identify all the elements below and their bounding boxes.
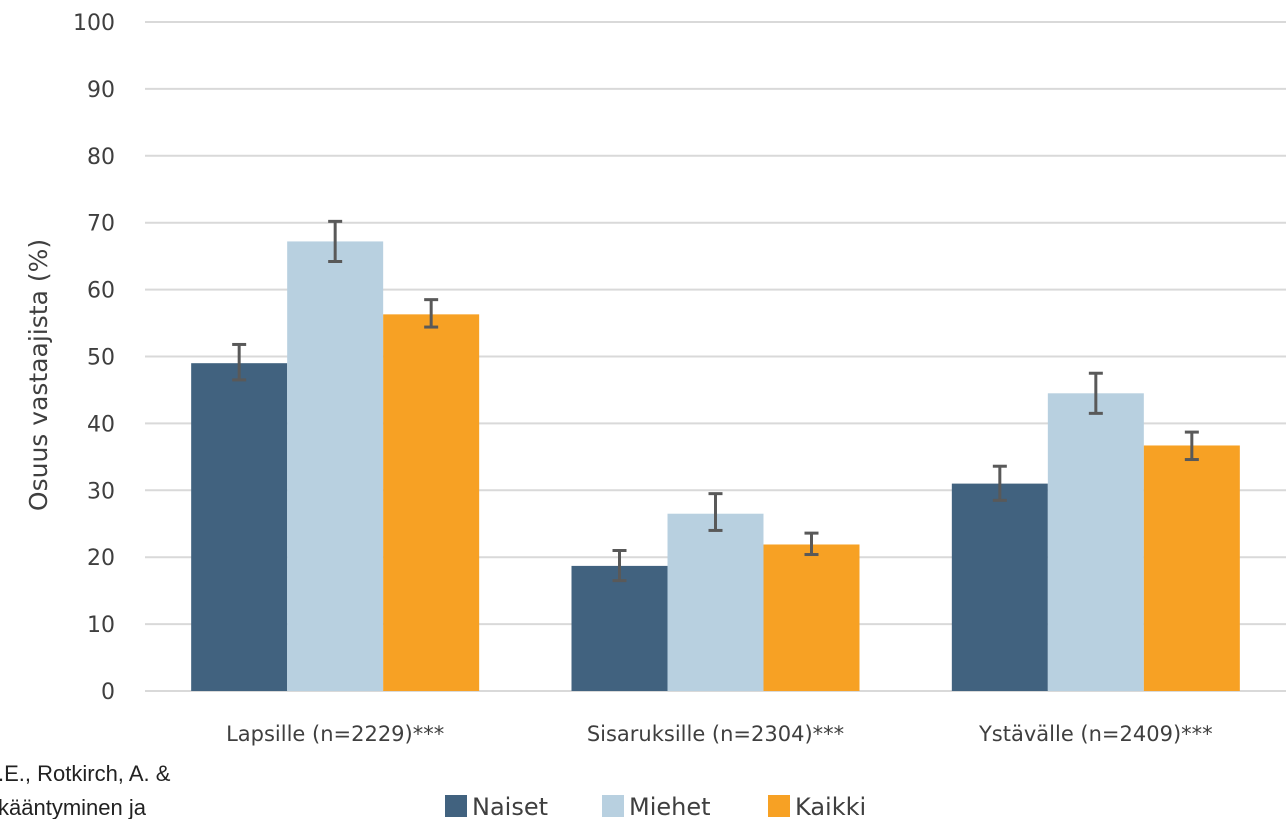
- y-axis-title: Osuus vastaajista (%): [24, 239, 53, 511]
- error-bars: [232, 219, 1199, 583]
- bar-miehet: [287, 241, 384, 691]
- x-axis-labels: Lapsille (n=2229)*** Sisaruksille (n=2304…: [226, 722, 1213, 746]
- legend-swatch-naiset: [445, 795, 467, 817]
- y-tick-label: 10: [87, 613, 115, 638]
- y-tick-label: 80: [87, 145, 115, 170]
- clipped-citation-line-1: .E., Rotkirch, A. &: [0, 761, 171, 786]
- bar-miehet: [667, 513, 764, 691]
- y-tick-label: 70: [87, 212, 115, 237]
- y-axis-ticks: 0 10 20 30 40 50 60 70 80 90 100: [73, 11, 115, 705]
- x-category-label: Lapsille (n=2229)***: [226, 722, 444, 746]
- legend-swatch-kaikki: [768, 795, 790, 817]
- bar-kaikki: [1143, 445, 1240, 691]
- y-tick-label: 50: [87, 346, 115, 371]
- y-tick-label: 30: [87, 479, 115, 504]
- legend-swatch-miehet: [602, 795, 624, 817]
- legend-label-naiset: Naiset: [472, 793, 548, 819]
- y-tick-label: 100: [73, 11, 115, 36]
- bar-kaikki: [383, 314, 480, 691]
- legend: Naiset Miehet Kaikki: [445, 793, 866, 819]
- clipped-citation-line-2: kääntyminen ja: [0, 795, 147, 819]
- bars: [191, 241, 1240, 691]
- x-category-label: Sisaruksille (n=2304)***: [587, 722, 844, 746]
- y-tick-label: 20: [87, 546, 115, 571]
- bar-naiset: [191, 363, 288, 691]
- legend-label-kaikki: Kaikki: [795, 793, 866, 819]
- x-category-label: Ystävälle (n=2409)***: [978, 722, 1213, 746]
- bar-naiset: [571, 565, 668, 691]
- bar-kaikki: [763, 544, 860, 691]
- y-tick-label: 0: [101, 680, 115, 705]
- y-tick-label: 90: [87, 78, 115, 103]
- y-tick-label: 40: [87, 412, 115, 437]
- bar-miehet: [1047, 393, 1144, 691]
- y-tick-label: 60: [87, 279, 115, 304]
- legend-label-miehet: Miehet: [629, 793, 711, 819]
- bar-naiset: [951, 483, 1048, 691]
